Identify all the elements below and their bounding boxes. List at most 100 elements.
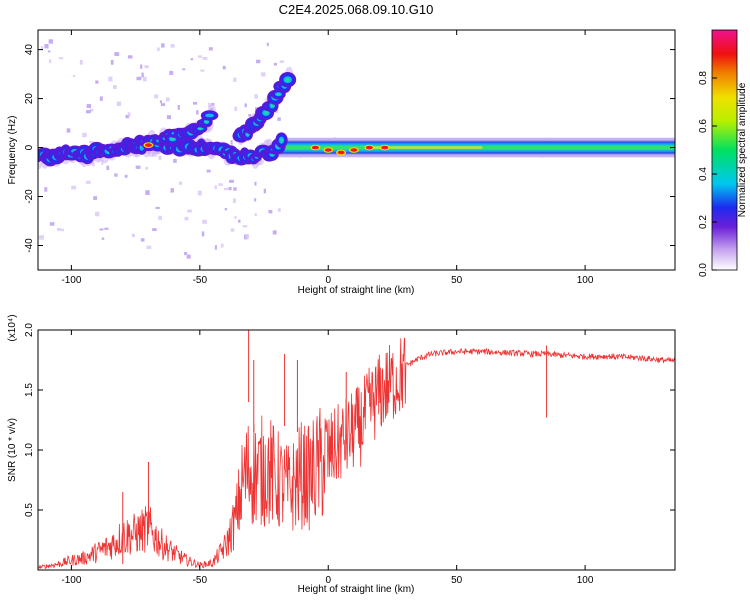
spectrogram-x-ticks: -100 -50 0 50 100: [61, 30, 594, 286]
spectrogram-noise-speck: [232, 198, 236, 203]
spectrogram-noise-speck: [145, 166, 149, 170]
spectrogram-noise-speck: [279, 60, 285, 63]
colorbar-gradient: [711, 29, 738, 271]
spectrogram-noise-speck: [190, 58, 194, 61]
colorbar-tick-label: 0.4: [698, 167, 709, 181]
spectrogram-noise-speck: [263, 188, 266, 194]
spectrogram-noise-speck: [254, 213, 257, 216]
spectrogram-noise-speck: [127, 55, 133, 59]
spectrogram-noise-speck: [244, 103, 247, 108]
colorbar-tick-label: 0.8: [698, 71, 709, 85]
y-tick-label: 1.0: [24, 443, 35, 457]
spectrogram-noise-speck: [108, 76, 113, 82]
x-tick-label: -50: [193, 575, 208, 586]
x-tick-label: 50: [451, 575, 463, 586]
spectrogram-noise-speck: [169, 70, 174, 75]
colorbar-label: Normalized spectral amplitude: [737, 82, 748, 217]
spectrogram-noise-speck: [220, 243, 224, 248]
spectrogram-noise-speck: [131, 233, 135, 238]
spectrogram-noise-speck: [178, 181, 183, 185]
spectrogram-plot-area: [38, 39, 675, 259]
spectrogram-noise-speck: [48, 39, 54, 44]
snr-y-ticks: 0.5 1.0 1.5 2.0: [24, 323, 675, 517]
y-tick-label: -40: [24, 238, 35, 253]
spectrogram-noise-speck: [202, 57, 208, 60]
spectrogram-noise-speck: [124, 174, 128, 178]
spectrogram-frame: [37, 29, 676, 271]
spectrogram-noise-speck: [114, 52, 120, 56]
spectrogram-noise-speck: [159, 100, 162, 104]
spectrogram-noise-speck: [248, 114, 251, 117]
spectrogram-noise-speck: [170, 188, 174, 193]
spectrogram-noise-speck: [224, 208, 228, 211]
spectrogram-noise-speck: [160, 103, 166, 107]
spectrogram-noise-speck: [233, 77, 237, 82]
y-tick-label: 20: [24, 93, 35, 105]
spectrogram-noise-speck: [272, 230, 277, 235]
spectrogram-noise-speck: [112, 85, 117, 89]
spectrogram-noise-speck: [198, 55, 203, 58]
spectrogram-noise-speck: [89, 108, 94, 112]
snr-y-axis-label: SNR (10 * v/v): [7, 418, 18, 482]
spectrogram-noise-speck: [136, 76, 142, 81]
spectrogram-noise-speck: [141, 72, 144, 78]
snr-x-axis-label: Height of straight line (km): [298, 584, 415, 595]
spectrogram-noise-speck: [187, 209, 192, 213]
spectrogram-noise-speck: [222, 65, 226, 70]
spectrogram-noise-speck: [79, 59, 83, 65]
spectrogram-noise-speck: [92, 163, 95, 167]
spectrogram-noise-speck: [196, 110, 199, 115]
spectrogram-noise-speck: [165, 97, 170, 102]
spectrogram-noise-speck: [268, 209, 273, 214]
spectrogram-noise-speck: [152, 228, 157, 232]
y-tick-label: 2.0: [24, 323, 35, 337]
snr-frame: [37, 329, 676, 571]
spectrogram-noise-speck: [197, 190, 202, 196]
spectrogram-noise-speck: [214, 185, 217, 190]
spectrogram-blob-core: [198, 127, 202, 130]
spectrogram-noise-speck: [228, 187, 232, 191]
spectrogram-noise-speck: [155, 206, 160, 209]
spectrogram-noise-speck: [157, 47, 160, 51]
spectrogram-noise-speck: [39, 235, 44, 240]
spectrogram-noise-speck: [140, 64, 143, 69]
y-tick-label: 40: [24, 44, 35, 56]
spectrogram-noise-speck: [40, 46, 44, 51]
spectrogram-noise-speck: [266, 42, 269, 46]
spectrogram-noise-speck: [66, 128, 71, 133]
spectrogram-noise-speck: [223, 187, 229, 191]
snr-x-ticks: -100 -50 0 50 100: [61, 330, 594, 586]
spectrogram-noise-speck: [177, 105, 180, 110]
spectrogram-hotspot: [350, 148, 358, 152]
spectrogram-noise-speck: [57, 228, 62, 231]
spectrogram-noise-speck: [254, 181, 257, 186]
spectrogram-noise-speck: [229, 179, 234, 183]
spectrogram-noise-speck: [254, 198, 257, 202]
spectrogram-noise-speck: [230, 140, 233, 145]
spectrogram-noise-speck: [146, 245, 152, 250]
colorbar-tick-label: 0.2: [698, 215, 709, 229]
spectrogram-noise-speck: [184, 252, 188, 256]
spectrogram-noise-speck: [256, 59, 261, 64]
spectrogram-noise-speck: [166, 115, 172, 120]
spectrogram-noise-speck: [127, 112, 131, 117]
spectrogram-noise-speck: [238, 219, 241, 223]
spectrogram-noise-speck: [277, 208, 281, 212]
spectrogram-noise-speck: [99, 228, 104, 231]
spectrogram-noise-speck: [273, 62, 277, 66]
x-tick-label: 100: [577, 575, 594, 586]
spectrogram-noise-speck: [95, 80, 99, 84]
spectrogram-noise-speck: [71, 185, 77, 190]
spectrogram-noise-speck: [218, 183, 223, 186]
spectrogram-noise-speck: [44, 44, 49, 49]
y-tick-label: -20: [24, 189, 35, 204]
spectrogram-noise-speck: [242, 225, 248, 228]
spectrogram-noise-speck: [173, 158, 177, 163]
spectrogram-noise-speck: [58, 57, 64, 60]
spectrogram-noise-speck: [214, 245, 217, 250]
spectrogram-noise-speck: [186, 254, 191, 259]
spectrogram-blob-core: [285, 77, 290, 82]
snr-plot-area: [38, 330, 675, 570]
spectrogram-noise-speck: [158, 215, 162, 220]
spectrogram-noise-speck: [99, 96, 103, 101]
